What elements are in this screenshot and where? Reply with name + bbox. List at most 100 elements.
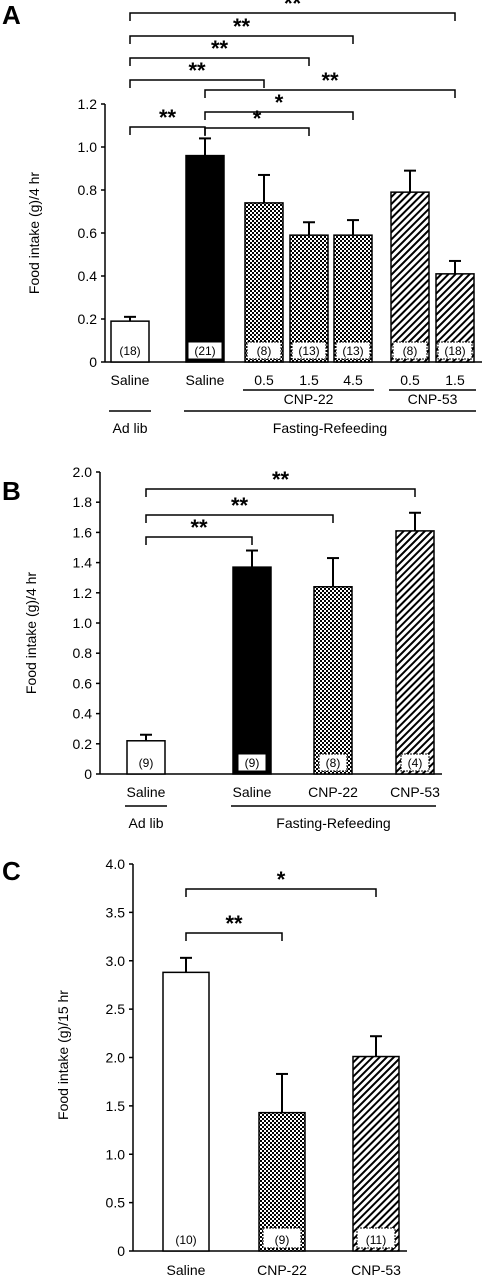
- y-tick-label: 0.8: [73, 645, 93, 661]
- n-label: (18): [444, 344, 465, 358]
- x-tick-label: 0.5: [400, 372, 420, 388]
- significance-bracket: [129, 57, 310, 66]
- x-tick-label: 1.5: [299, 372, 319, 388]
- n-label-box: [262, 1227, 302, 1249]
- significance-stars: *: [277, 867, 286, 892]
- significance-stars: *: [253, 106, 262, 131]
- n-label: (8): [257, 344, 272, 358]
- x-tick-label: 0.5: [254, 372, 274, 388]
- group-label: Ad lib: [128, 815, 163, 831]
- y-tick-label: 0.6: [78, 225, 98, 241]
- significance-stars: **: [231, 493, 249, 518]
- significance-stars: *: [275, 90, 284, 115]
- group-label: CNP-53: [408, 391, 458, 407]
- n-label: (9): [139, 756, 154, 770]
- y-tick-label: 2.0: [73, 464, 93, 480]
- x-tick-label: CNP-22: [257, 1262, 307, 1278]
- n-label-box: [356, 1227, 396, 1249]
- y-tick-label: 1.2: [73, 585, 93, 601]
- panel-a-bars: (18) (21) (8) (13) (13) (8) (18): [110, 137, 475, 363]
- y-tick-label: 0: [84, 766, 92, 782]
- bar: [244, 202, 284, 363]
- group-label: Fasting-Refeeding: [276, 815, 390, 831]
- y-tick-label: 0.5: [106, 1195, 126, 1211]
- panel-b-y-axis-label: Food intake (g)/4 hr: [23, 572, 39, 695]
- y-tick-label: 3.0: [106, 953, 126, 969]
- x-tick-label: CNP-53: [351, 1262, 401, 1278]
- n-label-box: [400, 753, 430, 772]
- y-tick-label: 3.5: [106, 904, 126, 920]
- significance-bracket: [185, 932, 283, 941]
- bar: [395, 530, 435, 775]
- y-tick-label: 0: [89, 354, 97, 370]
- significance-stars: **: [211, 36, 229, 61]
- panel-c-significance: ***: [185, 867, 377, 941]
- significance-stars: **: [188, 58, 206, 83]
- significance-bracket: [129, 79, 265, 88]
- significance-stars: **: [225, 911, 243, 936]
- significance-stars: **: [159, 105, 177, 130]
- y-tick-label: 1.0: [78, 139, 98, 155]
- bar: [289, 234, 329, 363]
- panel-c-bars: (10) (9) (11): [162, 956, 400, 1252]
- panel-a-letter: A: [2, 0, 21, 30]
- y-tick-label: 2.0: [106, 1050, 126, 1066]
- x-tick-label: Saline: [233, 784, 272, 800]
- x-tick-label: Saline: [167, 1262, 206, 1278]
- y-tick-label: 1.0: [106, 1146, 126, 1162]
- panel-a-significance: ******** ***** *: [129, 0, 456, 136]
- y-tick-label: 1.5: [106, 1098, 126, 1114]
- n-label-box: [132, 754, 160, 771]
- bar: [162, 971, 210, 1252]
- n-label-box: [246, 341, 282, 360]
- n-label: (11): [366, 1233, 386, 1247]
- n-label: (4): [408, 756, 423, 770]
- x-tick-label: Saline: [127, 784, 166, 800]
- bar: [333, 234, 373, 363]
- n-label-box: [335, 341, 371, 360]
- n-label: (10): [175, 1233, 196, 1247]
- group-label: Fasting-Refeeding: [273, 420, 387, 436]
- n-label: (21): [194, 344, 215, 358]
- y-tick-label: 0.6: [73, 675, 93, 691]
- group-label: Ad lib: [112, 420, 147, 436]
- n-label-box: [437, 341, 473, 360]
- n-label: (8): [326, 756, 341, 770]
- significance-stars: **: [272, 467, 290, 492]
- y-tick-label: 2.5: [106, 1001, 126, 1017]
- panel-a: A ******** ***** * 00.20.40.60.81.01.2 (18…: [2, 0, 482, 436]
- y-tick-label: 1.6: [73, 524, 93, 540]
- panel-c-letter: C: [2, 856, 21, 886]
- y-tick-label: 0.8: [78, 182, 98, 198]
- n-label-box: [237, 753, 267, 772]
- panel-b-significance: ** ** **: [145, 467, 416, 545]
- n-label-box: [167, 1228, 205, 1248]
- panel-a-xlabels: Saline Saline 0.5 1.5 4.5 0.5 1.5 CNP-22 CNP-53 A…: [109, 372, 476, 436]
- panel-b-xlabels: Saline Saline CNP-22 CNP-53 Ad lib Fasting-Re…: [125, 784, 440, 831]
- panel-b-letter: B: [2, 476, 21, 506]
- significance-bracket: [129, 35, 354, 44]
- x-tick-label: Saline: [186, 372, 225, 388]
- significance-bracket: [145, 514, 334, 523]
- significance-stars: **: [233, 14, 251, 39]
- y-tick-label: 1.4: [73, 555, 93, 571]
- significance-bracket: [145, 488, 416, 497]
- n-label: (13): [298, 344, 319, 358]
- y-tick-label: 4.0: [106, 856, 126, 872]
- n-label: (13): [342, 344, 363, 358]
- panel-c-y-axis-label: Food intake (g)/15 hr: [55, 990, 71, 1120]
- panel-b: B ** ** ** 0 0.2 0.4 0.6 0.8 1.0 1.2 1.4 1.6 1.8 2.0…: [2, 464, 442, 831]
- significance-bracket: [185, 888, 377, 897]
- n-label-box: [291, 341, 327, 360]
- y-tick-label: 0.2: [73, 736, 93, 752]
- significance-bracket: [129, 12, 456, 21]
- n-label-box: [392, 341, 428, 360]
- y-tick-label: 1.8: [73, 494, 93, 510]
- panel-a-y-axis-label: Food intake (g)/4 hr: [26, 172, 42, 295]
- x-tick-label: CNP-53: [390, 784, 440, 800]
- n-label-box: [187, 341, 223, 360]
- significance-stars: **: [190, 515, 208, 540]
- y-tick-label: 1.2: [78, 96, 98, 112]
- bar: [185, 154, 225, 363]
